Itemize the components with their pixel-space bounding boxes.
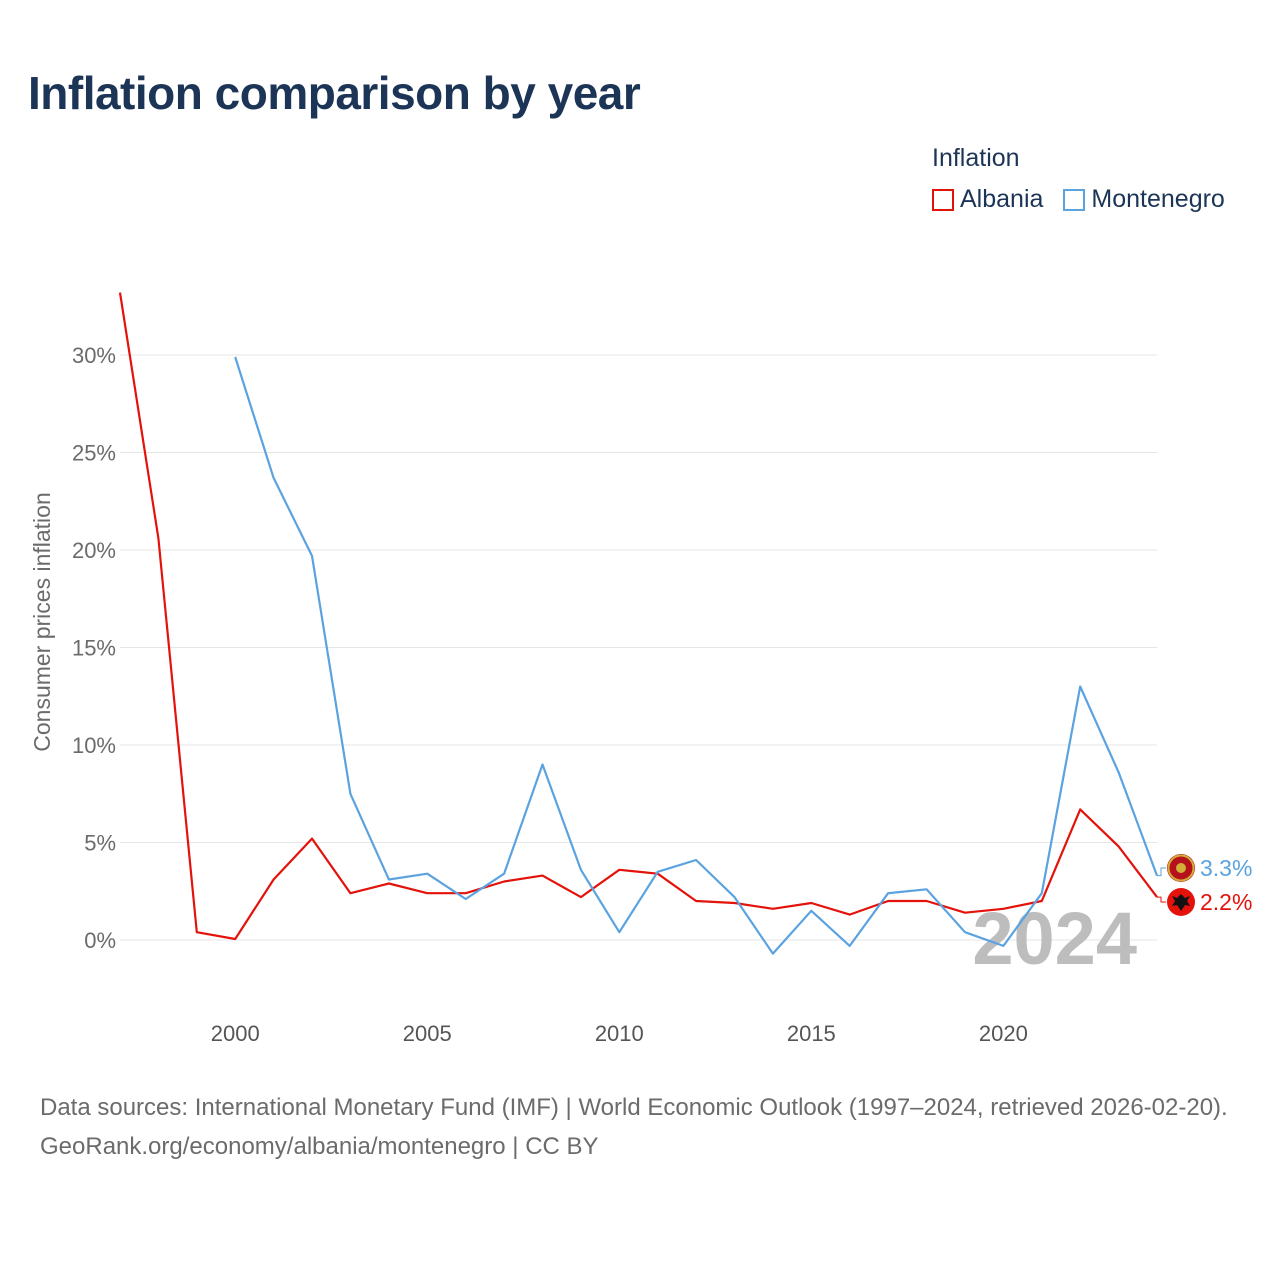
- credit-line[interactable]: GeoRank.org/economy/albania/montenegro |…: [40, 1133, 599, 1160]
- montenegro-flag-border: [1167, 854, 1195, 882]
- montenegro-crest-icon: [1176, 863, 1186, 873]
- legend-title: Inflation: [932, 144, 1020, 172]
- legend-label-montenegro: Montenegro: [1091, 185, 1225, 213]
- end-connector-montenegro: [1157, 867, 1166, 877]
- legend-swatch-albania: [932, 188, 954, 211]
- series-line-montenegro: [234, 356, 1159, 955]
- end-connector-albania: [1157, 896, 1166, 903]
- legend-label-albania: Albania: [960, 185, 1044, 213]
- x-tick-label: 2000: [211, 1021, 260, 1046]
- data-source-note: Data sources: International Monetary Fun…: [40, 1094, 1228, 1121]
- y-tick-label: 20%: [72, 538, 116, 563]
- line-chart: 0% 5% 10% 15% 20% 25% 30% 2000 2005 2010 2015 2020 C…: [29, 292, 1252, 1046]
- footer: Data sources: International Monetary Fun…: [40, 1088, 1250, 1166]
- y-tick-label: 25%: [72, 441, 116, 466]
- legend-swatch-montenegro: [1063, 188, 1086, 211]
- y-tick-label: 5%: [84, 831, 116, 856]
- end-value-label-albania: 2.2%: [1200, 889, 1252, 915]
- y-axis-label: Consumer prices inflation: [29, 492, 55, 752]
- legend-item-montenegro[interactable]: Montenegro: [1063, 185, 1225, 214]
- x-tick-label: 2005: [403, 1021, 452, 1046]
- x-tick-label: 2010: [595, 1021, 644, 1046]
- series-line-albania: [118, 292, 1158, 941]
- legend-item-albania[interactable]: Albania: [932, 185, 1043, 214]
- x-tick-label: 2020: [979, 1021, 1028, 1046]
- y-tick-label: 30%: [72, 343, 116, 368]
- chart-title: Inflation comparison by year: [28, 67, 641, 119]
- y-tick-label: 10%: [72, 733, 116, 758]
- albania-eagle-icon: [1172, 894, 1190, 911]
- y-tick-label: 15%: [72, 636, 116, 661]
- year-watermark: 2024: [972, 897, 1137, 980]
- y-tick-label: 0%: [84, 928, 116, 953]
- legend: Albania Montenegro: [932, 185, 1245, 214]
- x-tick-label: 2015: [787, 1021, 836, 1046]
- end-value-label-montenegro: 3.3%: [1200, 855, 1252, 881]
